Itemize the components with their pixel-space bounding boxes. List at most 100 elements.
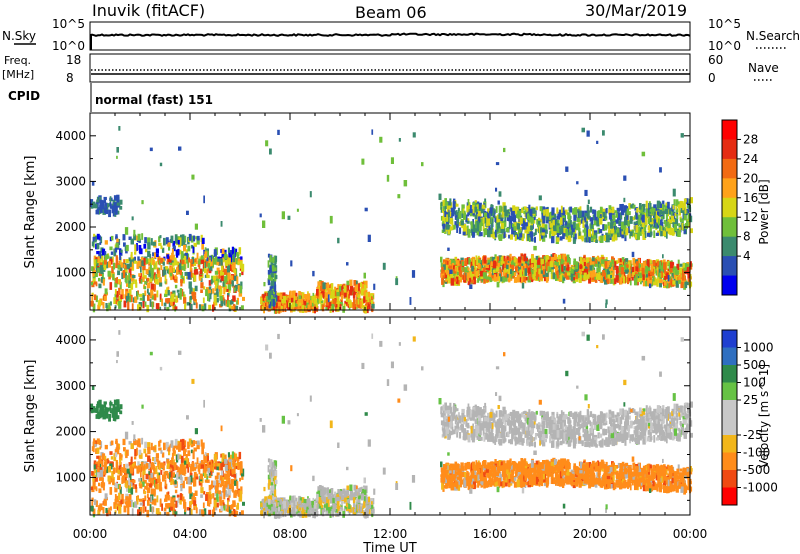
- power-cell: [236, 300, 238, 305]
- power-cell: [166, 298, 170, 304]
- velocity-cell: [147, 447, 151, 455]
- power-cell: [509, 234, 513, 240]
- power-cell: [124, 278, 128, 283]
- power-cell: [216, 285, 219, 294]
- power-cell: [136, 243, 138, 251]
- nsky-label: N.Sky: [2, 29, 36, 43]
- power-cell: [180, 240, 184, 246]
- power-cell: [534, 229, 537, 235]
- power-cell: [622, 276, 626, 284]
- power-cell: [628, 272, 631, 278]
- power-cell: [105, 303, 108, 309]
- power-cell: [351, 302, 354, 308]
- power-cell: [123, 300, 127, 308]
- power-cell: [91, 241, 95, 247]
- power-cell: [190, 262, 194, 267]
- power-cell: [92, 276, 96, 284]
- power-cell: [115, 243, 119, 248]
- power-cell: [218, 270, 221, 279]
- power-cell: [530, 217, 534, 224]
- power-cell: [331, 289, 336, 294]
- power-cell: [620, 267, 624, 275]
- power-cell: [167, 268, 170, 274]
- power-cell: [505, 273, 509, 278]
- power-cell: [206, 269, 209, 277]
- velocity-cell: [98, 488, 102, 493]
- power-cell: [469, 205, 472, 213]
- power-cell: [596, 140, 599, 144]
- power-cell: [317, 284, 322, 292]
- power-cell: [150, 283, 154, 291]
- power-cell: [135, 282, 138, 288]
- velocity-cell: [172, 450, 176, 454]
- colorbar-tick-label: 4: [743, 249, 751, 263]
- power-cell: [516, 223, 520, 230]
- power-cell: [272, 290, 276, 295]
- power-cell: [117, 270, 121, 276]
- power-cell: [318, 300, 322, 304]
- power-cell: [102, 279, 105, 286]
- power-cell: [330, 283, 334, 291]
- power-cell: [128, 268, 132, 276]
- power-cell: [178, 146, 182, 151]
- power-cell: [100, 205, 103, 213]
- velocity-cell: [142, 506, 145, 514]
- power-cell: [471, 265, 474, 272]
- nsearch-tick-bottom: 10^0: [708, 39, 741, 53]
- power-cell: [156, 278, 159, 285]
- power-cell: [503, 231, 506, 238]
- power-cell: [203, 303, 207, 311]
- power-cell: [179, 249, 182, 255]
- power-cell: [358, 283, 360, 291]
- power-cell: [235, 258, 238, 262]
- power-cell: [272, 292, 274, 298]
- power-cell: [161, 298, 163, 306]
- power-cell: [95, 283, 98, 287]
- power-cell: [440, 256, 443, 263]
- power-cell: [629, 216, 633, 224]
- velocity-cell: [96, 455, 100, 459]
- power-cell: [450, 278, 455, 286]
- freq-label-1: Freq.: [4, 54, 31, 67]
- power-cell: [645, 266, 649, 274]
- power-cell: [556, 225, 560, 234]
- velocity-cell: [114, 494, 117, 500]
- power-cell: [668, 208, 671, 215]
- power-cell: [112, 209, 115, 217]
- power-cell: [666, 231, 668, 239]
- power-cell: [311, 296, 314, 303]
- power-cell: [363, 296, 366, 303]
- power-cell: [609, 262, 613, 267]
- power-cell: [364, 289, 368, 294]
- power-cell: [606, 234, 610, 243]
- power-cell: [136, 291, 139, 300]
- power-cell: [96, 251, 100, 255]
- power-cell: [448, 265, 452, 269]
- power-cell: [162, 270, 165, 277]
- power-cell: [120, 249, 123, 253]
- power-cell: [504, 258, 508, 266]
- colorbar-swatch: [722, 139, 737, 160]
- power-cell: [409, 297, 412, 305]
- power-cell: [531, 264, 534, 268]
- power-cell: [645, 280, 648, 287]
- power-cell: [270, 279, 275, 286]
- power-cell: [99, 196, 102, 202]
- power-cell: [227, 247, 230, 253]
- velocity-cell: [160, 469, 163, 475]
- power-cell: [118, 279, 121, 285]
- nave-tick-top: 60: [708, 53, 723, 67]
- power-cell: [273, 267, 277, 272]
- power-cell: [485, 276, 490, 280]
- power-cell: [523, 276, 525, 283]
- power-cell: [539, 206, 543, 212]
- power-cell: [334, 286, 337, 293]
- power-cell: [545, 229, 548, 234]
- power-cell: [146, 278, 148, 286]
- velocity-cell: [239, 477, 241, 482]
- velocity-cell: [159, 487, 163, 492]
- power-cell: [684, 206, 687, 214]
- power-cell: [608, 212, 612, 220]
- colorbar-tick-label: 12: [743, 210, 758, 224]
- velocity-cell: [214, 466, 217, 470]
